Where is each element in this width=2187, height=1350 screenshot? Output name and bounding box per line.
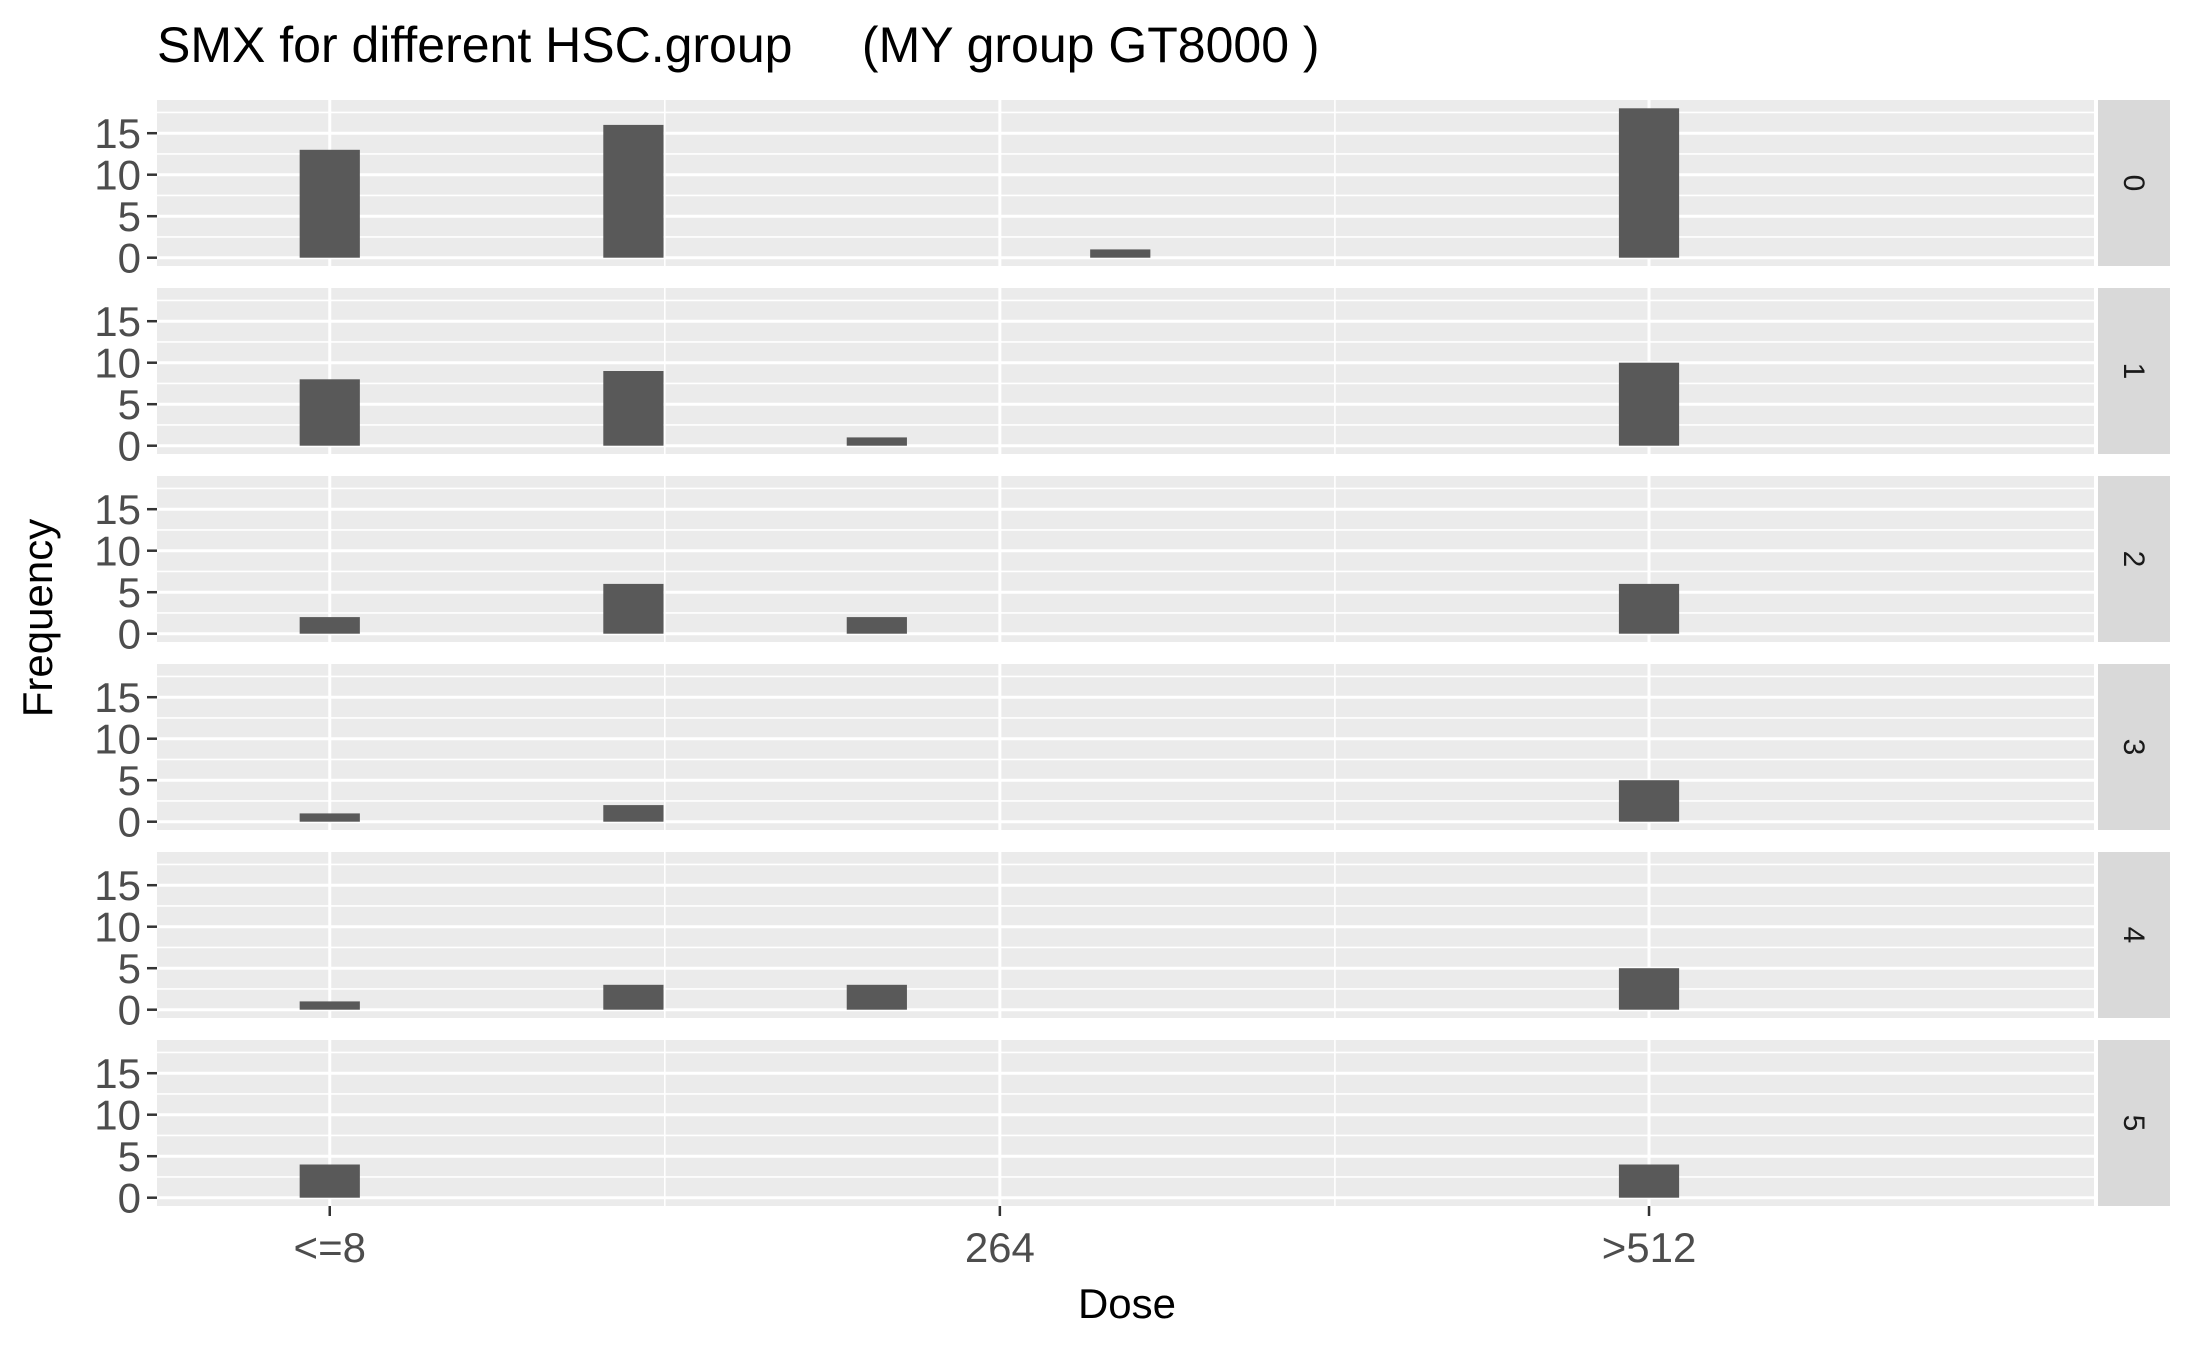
y-tick-label: 10 [94, 1092, 141, 1139]
y-tick-label: 10 [94, 716, 141, 763]
bar [299, 1001, 360, 1010]
y-tick-label: 0 [118, 423, 141, 470]
facet-strip-label: 1 [2117, 363, 2150, 380]
facet-strip-label: 0 [2117, 175, 2150, 192]
y-tick-label: 5 [118, 945, 141, 992]
x-tick-label: <=8 [294, 1224, 366, 1271]
bar [603, 583, 664, 634]
y-tick-label: 15 [94, 110, 141, 157]
bar [1618, 108, 1680, 258]
y-tick-label: 15 [94, 486, 141, 533]
bar [1618, 362, 1680, 446]
x-axis-title: Dose [1078, 1280, 1176, 1327]
y-tick-label: 5 [118, 569, 141, 616]
facet-strip [2098, 288, 2170, 454]
bar [603, 371, 664, 446]
y-tick-label: 5 [118, 381, 141, 428]
y-tick-label: 10 [94, 904, 141, 951]
bar [299, 1164, 360, 1198]
panel-background [157, 664, 2094, 830]
panel-background [157, 288, 2094, 454]
y-tick-label: 5 [118, 1133, 141, 1180]
y-tick-label: 10 [94, 152, 141, 199]
y-tick-label: 0 [118, 799, 141, 846]
bar [846, 984, 907, 1010]
facet-strip [2098, 664, 2170, 830]
y-tick-label: 15 [94, 862, 141, 909]
bar [846, 437, 907, 446]
y-tick-label: 15 [94, 674, 141, 721]
facet-strip [2098, 852, 2170, 1018]
y-axis-title: Frequency [14, 519, 61, 717]
facet-strip-label: 4 [2117, 927, 2150, 944]
panel-background [157, 476, 2094, 642]
bar [1618, 1164, 1680, 1198]
y-tick-label: 10 [94, 528, 141, 575]
bar [299, 379, 360, 446]
facet-strip-label: 3 [2117, 739, 2150, 756]
y-tick-label: 0 [118, 987, 141, 1034]
bar [299, 149, 360, 258]
bar [1618, 968, 1680, 1010]
y-tick-label: 10 [94, 340, 141, 387]
x-tick-label: >512 [1602, 1224, 1697, 1271]
bar [603, 805, 664, 822]
y-tick-label: 15 [94, 1050, 141, 1097]
y-tick-label: 0 [118, 1175, 141, 1222]
chart-title: SMX for different HSC.group (MY group GT… [157, 17, 1320, 73]
facet-strip [2098, 476, 2170, 642]
bar [1618, 780, 1680, 822]
panel-background [157, 852, 2094, 1018]
bar [603, 124, 664, 258]
bar [299, 813, 360, 822]
y-tick-label: 0 [118, 611, 141, 658]
bar [603, 984, 664, 1010]
y-tick-label: 0 [118, 235, 141, 282]
y-tick-label: 5 [118, 193, 141, 240]
x-tick-label: 264 [965, 1224, 1035, 1271]
bar [1618, 583, 1680, 634]
panel-background [157, 100, 2094, 266]
y-tick-label: 15 [94, 298, 141, 345]
bar [299, 617, 360, 634]
x-axis: <=8 264 >512 [294, 1206, 1697, 1271]
panel-background [157, 1040, 2094, 1206]
facet-strip-label: 2 [2117, 551, 2150, 568]
facet-strip [2098, 100, 2170, 266]
bar [846, 617, 907, 634]
facet-strip-label: 5 [2117, 1115, 2150, 1132]
facet-panels: 0510150051015105101520510153051015405101… [94, 100, 2170, 1222]
facet-strip [2098, 1040, 2170, 1206]
bar [1090, 249, 1151, 258]
y-tick-label: 5 [118, 757, 141, 804]
